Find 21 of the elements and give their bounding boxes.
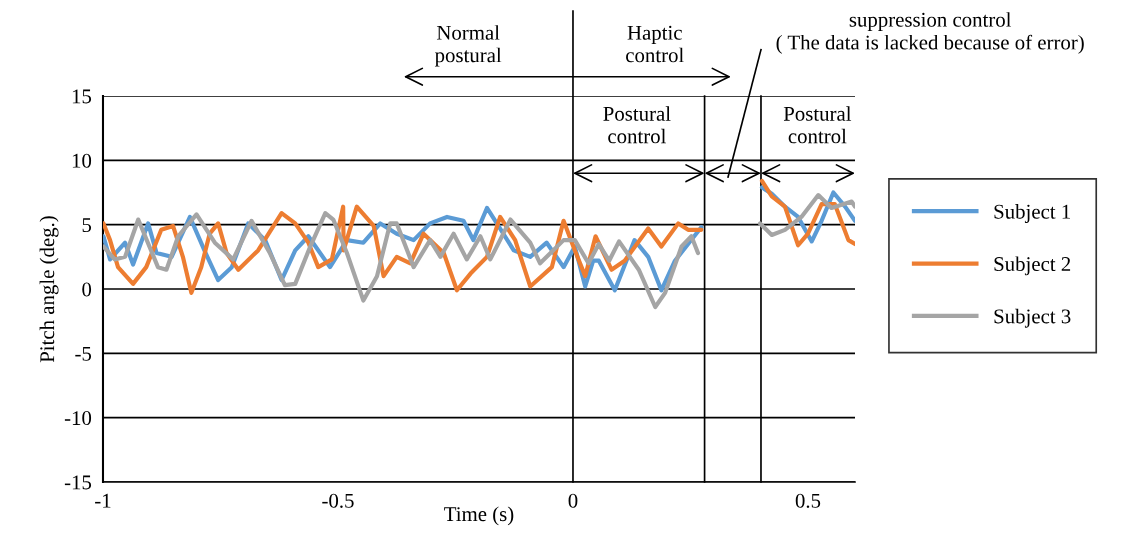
y-tick-label: -10 [64,411,92,426]
y-tick-label: 0 [82,282,92,297]
text: suppression control ( The data is lacked because of error) [776,12,1084,54]
annotation: Postural control [783,106,852,144]
y-tick-label: 5 [82,218,92,233]
y-tick-label: -15 [64,475,92,490]
text: Normal postural [434,25,502,67]
y-tick-label: 10 [72,153,92,168]
x-tick-label: 0 [568,493,578,508]
x-axis-title: Time (s) [444,506,514,526]
x-tick-label: 0.5 [795,493,821,508]
x-tick-label: -0.5 [322,493,354,508]
y-tick-label: 15 [72,89,92,104]
y-axis-title: Pitch angle (deg.) [39,216,59,363]
legend-label: Subject 2 [994,256,1071,276]
annotation: Postural control [603,106,671,144]
legend-label: Subject 1 [994,204,1070,223]
legend-label: Subject 3 [994,308,1071,328]
x-tick-label: -1 [95,493,111,508]
y-tick-label: -5 [75,346,92,361]
text: Haptic control [626,25,684,63]
